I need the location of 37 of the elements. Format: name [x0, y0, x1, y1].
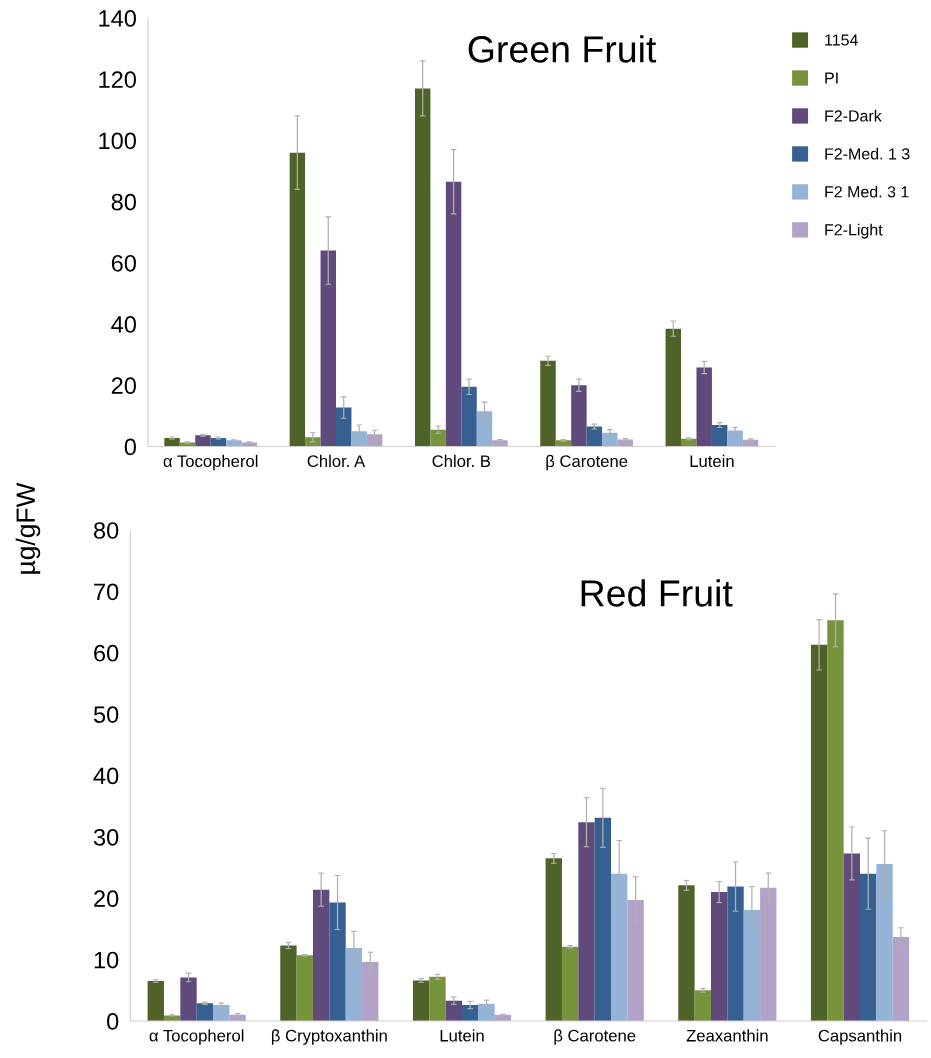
legend-label: F2-Med. 1 3: [825, 147, 910, 160]
legend-label: F2-Light: [825, 223, 883, 239]
y-tick-label: 80: [111, 193, 136, 211]
legend-label: PI: [825, 72, 838, 84]
legend-label: F2 Med. 3 1: [825, 185, 909, 198]
y-tick-label: 0: [107, 1013, 119, 1030]
y-tick-label: 40: [111, 316, 136, 333]
legend-label: 1154: [825, 34, 858, 46]
x-tick-label: β Carotene: [554, 1029, 636, 1045]
x-tick-label: Chlor. A: [307, 454, 366, 468]
y-tick-label: 0: [124, 438, 136, 456]
x-tick-label: Lutein: [440, 1029, 484, 1042]
y-tick-label: 30: [93, 828, 119, 846]
y-tick-label: 60: [94, 644, 119, 662]
y-tick-label: 120: [99, 71, 136, 88]
text: Red Fruit: [581, 579, 733, 607]
y-tick-label: 80: [93, 522, 119, 539]
y-tick-label: 20: [94, 890, 119, 908]
y-tick-label: 140: [99, 10, 136, 27]
y-axis-title: µg/gFW: [15, 482, 41, 574]
y-tick-label: 20: [111, 377, 136, 395]
y-tick-label: 100: [99, 132, 136, 150]
y-tick-label: 40: [93, 767, 119, 785]
x-tick-label: β Cryptoxanthin: [271, 1029, 387, 1045]
x-tick-label: Capsanthin: [818, 1029, 902, 1045]
y-tick-label: 60: [111, 254, 136, 272]
y-tick-label: 70: [94, 583, 119, 601]
y-tick-label: 10: [94, 951, 119, 969]
x-tick-label: Chlor. B: [432, 454, 491, 468]
y-tick-label: 50: [93, 706, 119, 723]
x-tick-label: β Carotene: [546, 454, 628, 471]
legend-label: F2-Dark: [825, 109, 882, 122]
x-tick-label: Lutein: [690, 454, 734, 468]
x-tick-label: α Tocopherol: [163, 454, 258, 471]
x-tick-label: Zeaxanthin: [686, 1029, 768, 1042]
x-tick-label: α Tocopherol: [149, 1029, 244, 1045]
chart-title: Green Fruit: [468, 35, 657, 63]
